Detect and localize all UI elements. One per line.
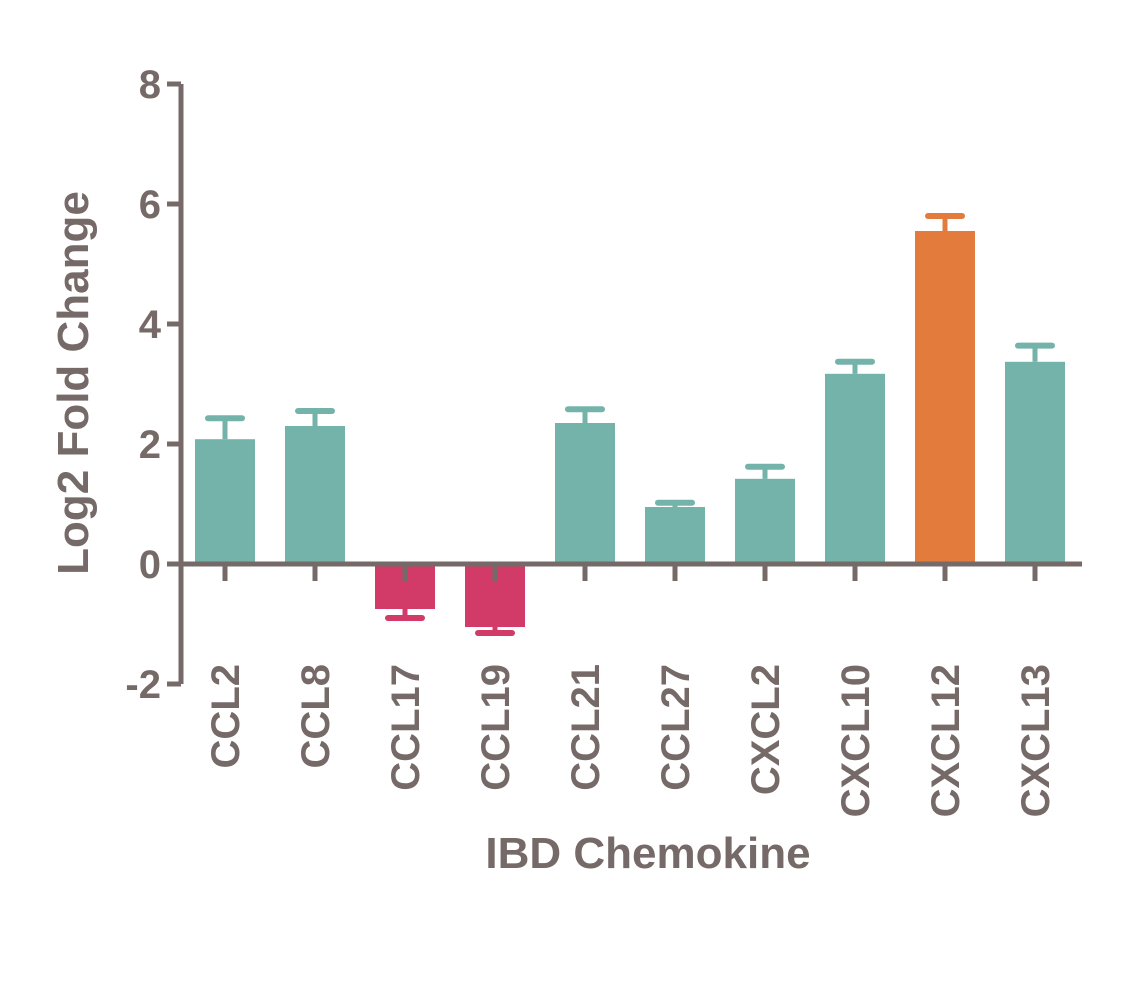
x-ticks: CCL2 CCL8 CCL17 CCL19 CCL21 CCL27 CXCL2 CXCL10 C…	[204, 564, 1058, 817]
x-tick-label-ccl27: CCL27	[654, 664, 698, 791]
x-tick-label-cxcl12: CXCL12	[924, 664, 968, 817]
x-tick-label-cxcl13: CXCL13	[1014, 664, 1058, 817]
y-tick-label: 8	[139, 63, 161, 107]
bar-cxcl12	[915, 231, 975, 564]
y-tick-label: 0	[139, 543, 161, 587]
x-tick-label-ccl19: CCL19	[474, 664, 518, 791]
bar-ccl2	[195, 439, 255, 564]
y-axis-title: Log2 Fold Change	[49, 191, 98, 575]
x-tick-label-ccl17: CCL17	[384, 664, 428, 791]
bars-layer	[195, 213, 1065, 636]
bar-ccl27	[645, 507, 705, 564]
bar-ccl21	[555, 423, 615, 564]
y-ticks: -2 0 2 4 6 8	[125, 63, 181, 707]
x-tick-label-ccl2: CCL2	[204, 664, 248, 768]
y-tick-label: 4	[139, 303, 162, 347]
axes-layer	[178, 84, 1082, 684]
bar-cxcl2	[735, 478, 795, 564]
x-tick-label-cxcl10: CXCL10	[834, 664, 878, 817]
y-tick-label: 2	[139, 423, 161, 467]
x-tick-label-cxcl2: CXCL2	[744, 664, 788, 795]
bar-cxcl13	[1005, 361, 1065, 564]
bar-ccl8	[285, 426, 345, 564]
x-tick-label-ccl21: CCL21	[564, 664, 608, 791]
y-tick-label: 6	[139, 183, 161, 227]
y-tick-label: -2	[125, 663, 161, 707]
x-axis-title: IBD Chemokine	[485, 829, 810, 878]
bar-cxcl10	[825, 373, 885, 564]
x-tick-label-ccl8: CCL8	[294, 664, 338, 768]
